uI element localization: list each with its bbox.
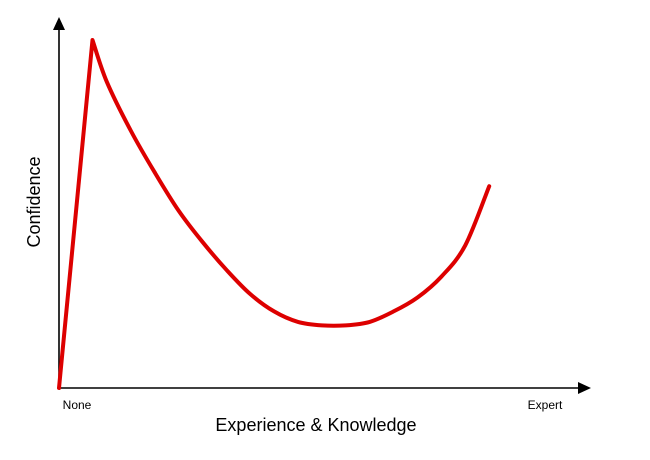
x-tick-labels: None Expert: [63, 398, 563, 412]
axes: [53, 17, 591, 394]
y-axis-arrow-icon: [53, 17, 65, 30]
x-tick-label-expert: Expert: [528, 398, 563, 412]
x-tick-label-none: None: [63, 398, 92, 412]
series-line-0: [57, 38, 492, 390]
x-axis-arrow-icon: [578, 382, 591, 394]
series-group: [57, 38, 492, 390]
x-axis-title: Experience & Knowledge: [215, 415, 416, 435]
y-axis-title: Confidence: [24, 156, 44, 247]
